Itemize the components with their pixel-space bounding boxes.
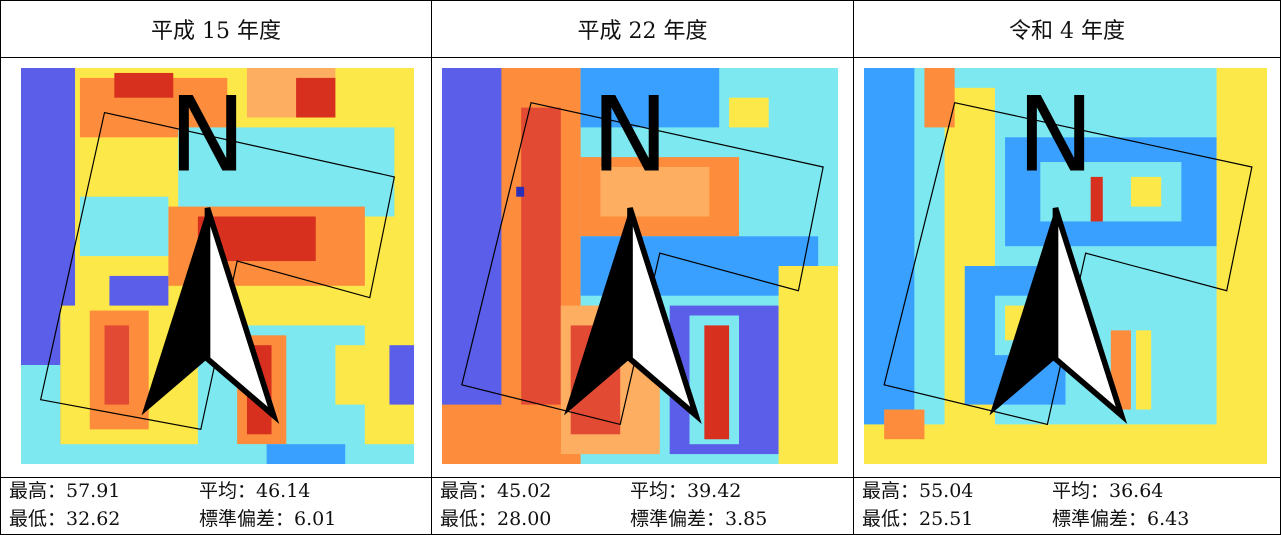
panel-h22: 平成 22 年度 xyxy=(432,1,854,534)
panel-r4: 令和 4 年度 xyxy=(854,1,1280,534)
panel-title: 平成 22 年度 xyxy=(432,1,853,58)
map-container: N xyxy=(1,58,431,477)
stat-std: 標準偏差：3.85 xyxy=(630,507,768,530)
north-arrow-icon: N xyxy=(989,76,1128,425)
map-container: N xyxy=(854,58,1280,477)
stat-max: 最高：57.91 xyxy=(9,480,121,502)
map-container: N xyxy=(432,58,853,477)
stat-mean: 平均：39.42 xyxy=(630,480,742,502)
stats-block: 最高：57.91 平均：46.14 最低：32.62 標準偏差：6.01 xyxy=(1,477,431,534)
stat-min: 最低：32.62 xyxy=(9,507,121,530)
thermal-map-r4: N xyxy=(864,68,1267,464)
north-arrow-icon: N xyxy=(564,76,702,425)
stat-std: 標準偏差：6.01 xyxy=(199,507,337,530)
panel-title: 令和 4 年度 xyxy=(854,1,1280,58)
stat-max: 最高：45.02 xyxy=(440,480,552,502)
stat-mean: 平均：36.64 xyxy=(1052,480,1164,502)
stats-block: 最高：45.02 平均：39.42 最低：28.00 標準偏差：3.85 xyxy=(432,477,853,534)
thermal-map-h15: N xyxy=(21,68,414,464)
stat-std: 標準偏差：6.43 xyxy=(1052,507,1190,530)
thermal-map-h22: N xyxy=(442,68,838,464)
svg-text:N: N xyxy=(591,76,669,195)
stat-mean: 平均：46.14 xyxy=(199,480,311,502)
north-arrow-icon: N xyxy=(141,76,280,425)
stats-block: 最高：55.04 平均：36.64 最低：25.51 標準偏差：6.43 xyxy=(854,477,1280,534)
stat-min: 最低：28.00 xyxy=(440,507,552,530)
stat-max: 最高：55.04 xyxy=(862,480,974,502)
svg-text:N: N xyxy=(1017,76,1095,195)
panel-title: 平成 15 年度 xyxy=(1,1,431,58)
svg-text:N: N xyxy=(169,76,247,195)
panel-h15: 平成 15 年度 xyxy=(1,1,432,534)
stat-min: 最低：25.51 xyxy=(862,507,974,530)
